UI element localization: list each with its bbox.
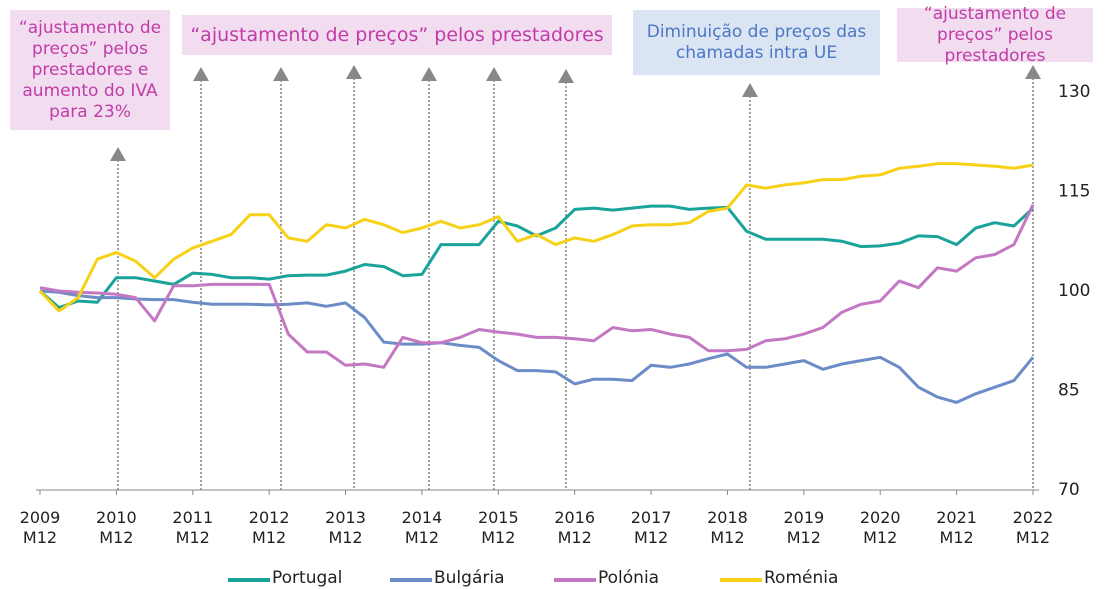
series-line [38,162,1034,313]
legend-label: Roménia [764,568,839,588]
annotation: “ajustamento de preços” pelos prestadore… [897,4,1093,66]
x-tick-label: 2021 M12 [936,508,977,547]
annotation: “ajustamento de preços” pelos prestadore… [10,10,170,130]
x-tick-label: 2020 M12 [859,508,901,547]
y-tick-label: 130 [1058,82,1090,102]
x-tick-label: 2014 M12 [401,508,443,547]
series-line [39,289,1035,404]
legend-label: Portugal [272,568,343,588]
x-tick-label: 2011 M12 [172,508,214,547]
x-tick-label: 2010 M12 [96,508,137,547]
annotation: “ajustamento de preços” pelos prestadore… [182,15,612,55]
x-tick-label: 2015 M12 [477,508,519,547]
y-tick-label: 115 [1058,182,1090,202]
x-tick-label: 2013 M12 [325,508,366,547]
series-line [39,204,1035,310]
annotation: Diminuição de preços das chamadas intra … [633,10,880,75]
x-tick-label: 2017 M12 [630,508,672,547]
legend-label: Polónia [598,568,660,588]
x-tick-label: 2009 M12 [19,508,61,547]
y-tick-label: 100 [1058,281,1090,301]
x-tick-label: 2019 M12 [783,508,825,547]
legend-label: Bulgária [434,568,505,588]
x-tick-label: 2022 M12 [1012,508,1054,547]
x-tick-label: 2012 M12 [248,508,290,547]
y-tick-label: 70 [1058,480,1080,500]
y-tick-label: 85 [1058,381,1080,401]
x-tick-label: 2016 M12 [554,508,596,547]
event-arrows [110,65,1041,161]
series-line [39,204,1035,369]
x-tick-label: 2018 M12 [707,508,748,547]
event-lines [117,78,1034,490]
